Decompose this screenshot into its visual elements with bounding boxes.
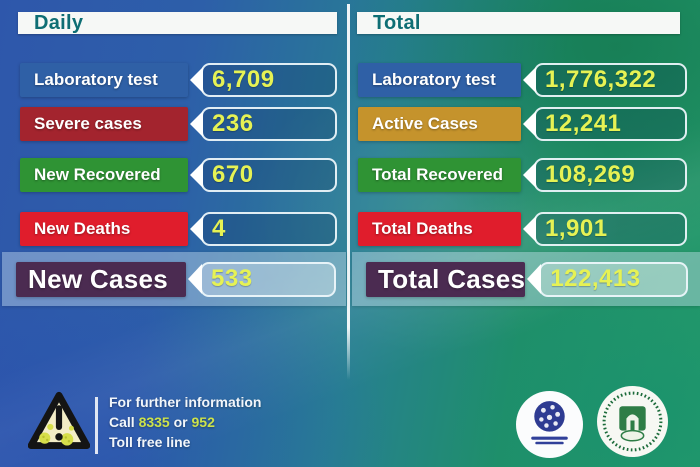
column-divider [347, 4, 350, 380]
arrow-left-icon [190, 67, 203, 93]
stat-value: 4 [212, 215, 226, 242]
stat-value-box: 236 [190, 107, 337, 141]
stat-row-total-recovered: Total Recovered 108,269 [358, 158, 687, 192]
stat-row-total-deaths: Total Deaths 1,901 [358, 212, 687, 246]
arrow-left-icon [523, 162, 536, 188]
warning-triangle-virus-icon [27, 390, 91, 454]
stat-row-daily-severe-cases: Severe cases 236 [20, 107, 337, 141]
call-word: Call [109, 414, 135, 430]
regional-health-bureau-logo [597, 386, 668, 457]
new-cases-highlight-band: New Cases 533 [2, 252, 346, 306]
stat-label: Active Cases [372, 114, 478, 133]
stat-row-daily-laboratory-test: Laboratory test 6,709 [20, 63, 337, 97]
public-health-institute-logo [516, 391, 583, 458]
arrow-left-icon [188, 264, 202, 294]
stat-value: 12,241 [545, 110, 622, 137]
stat-value: 1,901 [545, 215, 608, 242]
stat-label-bar: Total Cases [366, 261, 526, 297]
arrow-left-icon [523, 67, 536, 93]
stat-row-total-cases: Total Cases 122,413 [366, 261, 688, 297]
stat-value: 670 [212, 161, 254, 188]
stat-label-bar: Total Recovered [358, 158, 521, 192]
stat-value-box: 670 [190, 158, 337, 192]
stat-label: New Deaths [34, 219, 131, 238]
daily-title: Daily [34, 11, 84, 34]
total-title: Total [373, 11, 421, 34]
stat-label: Laboratory test [34, 70, 158, 89]
stat-row-daily-new-cases: New Cases 533 [16, 261, 336, 297]
stat-value: 6,709 [212, 66, 275, 93]
stat-value: 122,413 [550, 265, 641, 292]
footer-info-line1: For further information [109, 394, 262, 410]
stat-value: 108,269 [545, 161, 636, 188]
stat-value-box: 122,413 [527, 261, 688, 297]
stat-value-box: 533 [188, 261, 336, 297]
toll-free-number-1: 8335 [138, 414, 170, 430]
footer-toll-free-line: Toll free line [109, 434, 191, 450]
stat-label-bar: New Cases [16, 261, 186, 297]
stat-value-box: 12,241 [523, 107, 687, 141]
stat-label: Severe cases [34, 114, 142, 133]
stat-label-bar: Severe cases [20, 107, 188, 141]
arrow-left-icon [190, 162, 203, 188]
arrow-left-icon [190, 216, 203, 242]
stat-label-bar: Laboratory test [358, 63, 521, 97]
stat-row-total-active-cases: Active Cases 12,241 [358, 107, 687, 141]
daily-header: Daily [18, 12, 337, 34]
stat-label-bar: New Deaths [20, 212, 188, 246]
stat-label: Total Cases [378, 263, 526, 294]
stat-label-bar: New Recovered [20, 158, 188, 192]
stat-label: New Cases [28, 263, 168, 294]
stat-value: 533 [211, 265, 253, 292]
stat-label-bar: Laboratory test [20, 63, 188, 97]
daily-panel: Daily Laboratory test 6,709 Severe cases… [2, 0, 346, 380]
stat-value-box: 1,776,322 [523, 63, 687, 97]
stat-label: Total Recovered [372, 165, 504, 184]
stat-label: New Recovered [34, 165, 161, 184]
stat-row-total-laboratory-test: Laboratory test 1,776,322 [358, 63, 687, 97]
arrow-left-icon [523, 111, 536, 137]
toll-free-number-2: 952 [191, 414, 215, 430]
stat-row-daily-new-recovered: New Recovered 670 [20, 158, 337, 192]
stat-value-box: 6,709 [190, 63, 337, 97]
total-header: Total [357, 12, 680, 34]
stat-label: Total Deaths [372, 219, 473, 238]
stat-label: Laboratory test [372, 70, 496, 89]
stat-value: 1,776,322 [545, 66, 657, 93]
arrow-left-icon [190, 111, 203, 137]
total-cases-highlight-band: Total Cases 122,413 [352, 252, 700, 306]
stat-value-box: 108,269 [523, 158, 687, 192]
footer-divider [95, 397, 98, 454]
footer-call-line: Call 8335 or 952 [109, 412, 261, 432]
stat-value: 236 [212, 110, 254, 137]
footer-info-block: For further information Call 8335 or 952… [109, 392, 261, 452]
stat-label-bar: Active Cases [358, 107, 521, 141]
stat-row-daily-new-deaths: New Deaths 4 [20, 212, 337, 246]
arrow-left-icon [523, 216, 536, 242]
arrow-left-icon [527, 264, 542, 294]
total-panel: Total Laboratory test 1,776,322 Active C… [352, 0, 700, 380]
stat-label-bar: Total Deaths [358, 212, 521, 246]
stat-value-box: 1,901 [523, 212, 687, 246]
stat-value-box: 4 [190, 212, 337, 246]
or-word: or [173, 414, 188, 430]
